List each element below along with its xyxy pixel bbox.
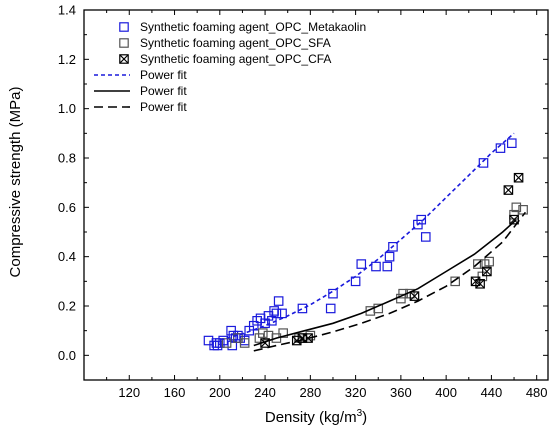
legend-fit-label-0: Power fit	[140, 68, 187, 82]
data-point-cross-b	[513, 173, 524, 183]
legend-label-2: Synthetic foaming agent_OPC_CFA	[140, 52, 331, 66]
y-tick-label: 0.6	[58, 200, 76, 215]
data-point	[212, 340, 223, 351]
x-tick-label: 280	[299, 385, 321, 400]
data-point	[215, 338, 225, 348]
legend-marker-2-cross-b	[119, 54, 129, 64]
x-tick-label: 120	[118, 385, 140, 400]
data-point	[278, 328, 288, 338]
data-point	[218, 335, 228, 346]
data-point	[297, 303, 308, 314]
series-layer	[203, 138, 528, 351]
fit-line-2	[253, 211, 527, 352]
plot-frame	[83, 9, 549, 381]
x-axis-title: Density (kg/m3)	[265, 408, 367, 426]
x-tick-label: 440	[481, 385, 503, 400]
axis-layer: 120 160 200 240 280 320 360 400 440 480 0.0 0.2 0.4 0…	[58, 3, 549, 400]
data-point	[356, 259, 367, 269]
x-tick-label: 400	[435, 385, 457, 400]
data-point	[388, 242, 398, 252]
data-point	[384, 251, 395, 262]
x-tick-label: 360	[390, 385, 412, 400]
data-point	[328, 288, 338, 299]
x-tick-label: 240	[254, 385, 276, 400]
data-point	[269, 306, 279, 316]
data-point	[509, 214, 519, 225]
data-point	[511, 202, 522, 213]
data-point	[478, 158, 489, 168]
y-tick-label: 0.0	[58, 348, 76, 363]
data-point	[221, 338, 232, 348]
x-axis-title-main: Density (kg/m	[265, 409, 357, 426]
legend-fit-label-2: Power fit	[140, 100, 187, 114]
data-point-cross-b	[475, 279, 485, 289]
data-point	[297, 333, 308, 343]
data-point	[271, 308, 282, 319]
y-tick-label: 1.4	[58, 3, 76, 18]
data-point	[484, 256, 494, 267]
data-point	[416, 214, 427, 225]
data-point	[409, 291, 420, 301]
x-axis-title-sup: 3	[357, 408, 363, 419]
legend-marker-0	[119, 22, 129, 32]
y-axis-title: Compressive strength (MPa)	[7, 87, 24, 278]
data-point	[475, 279, 485, 289]
fit-line-0	[219, 132, 515, 341]
data-point-cross-b	[509, 215, 519, 225]
data-point-cross-b	[503, 185, 513, 195]
data-point	[233, 333, 243, 343]
legend-marker-2	[119, 54, 129, 64]
data-point-cross-b	[482, 266, 492, 277]
x-tick-label: 320	[345, 385, 367, 400]
data-point	[325, 303, 336, 314]
x-tick-label: 160	[164, 385, 186, 400]
x-tick-label: 480	[526, 385, 548, 400]
data-point	[473, 259, 483, 269]
data-point	[227, 340, 238, 351]
series-0	[203, 138, 517, 351]
fit-line-1	[253, 219, 517, 347]
data-point	[209, 340, 219, 351]
y-tick-label: 1.0	[58, 101, 76, 116]
legend-fit-label-1: Power fit	[140, 84, 187, 98]
fit-layer	[219, 132, 527, 352]
data-point	[371, 261, 381, 272]
data-point	[413, 219, 423, 230]
data-point	[503, 185, 514, 195]
data-point	[239, 338, 250, 348]
data-point	[258, 328, 268, 338]
data-point	[420, 232, 431, 242]
data-point	[254, 333, 265, 343]
legend: Synthetic foaming agent_OPC_Metakaolin Sy…	[94, 20, 366, 114]
x-tick-label: 200	[209, 385, 231, 400]
data-point-cross-b	[409, 291, 420, 301]
data-point	[513, 172, 524, 183]
data-point	[277, 308, 287, 319]
legend-label-1: Synthetic foaming agent_OPC_SFA	[140, 36, 331, 50]
y-tick-label: 1.2	[58, 52, 76, 67]
y-tick-label: 0.8	[58, 151, 76, 166]
data-point	[482, 266, 492, 277]
x-axis-title-end: )	[362, 409, 367, 426]
legend-marker-1	[119, 38, 129, 48]
data-point	[203, 335, 214, 346]
data-point-cross-b	[303, 333, 313, 343]
legend-label-0: Synthetic foaming agent_OPC_Metakaolin	[140, 20, 366, 34]
data-point	[382, 261, 393, 272]
data-point	[271, 333, 282, 343]
y-tick-label: 0.4	[58, 249, 76, 264]
data-point	[273, 296, 284, 306]
data-point	[506, 138, 517, 148]
y-tick-label: 0.2	[58, 299, 76, 314]
data-point	[252, 316, 262, 326]
data-point	[495, 143, 506, 153]
data-point	[450, 276, 460, 287]
